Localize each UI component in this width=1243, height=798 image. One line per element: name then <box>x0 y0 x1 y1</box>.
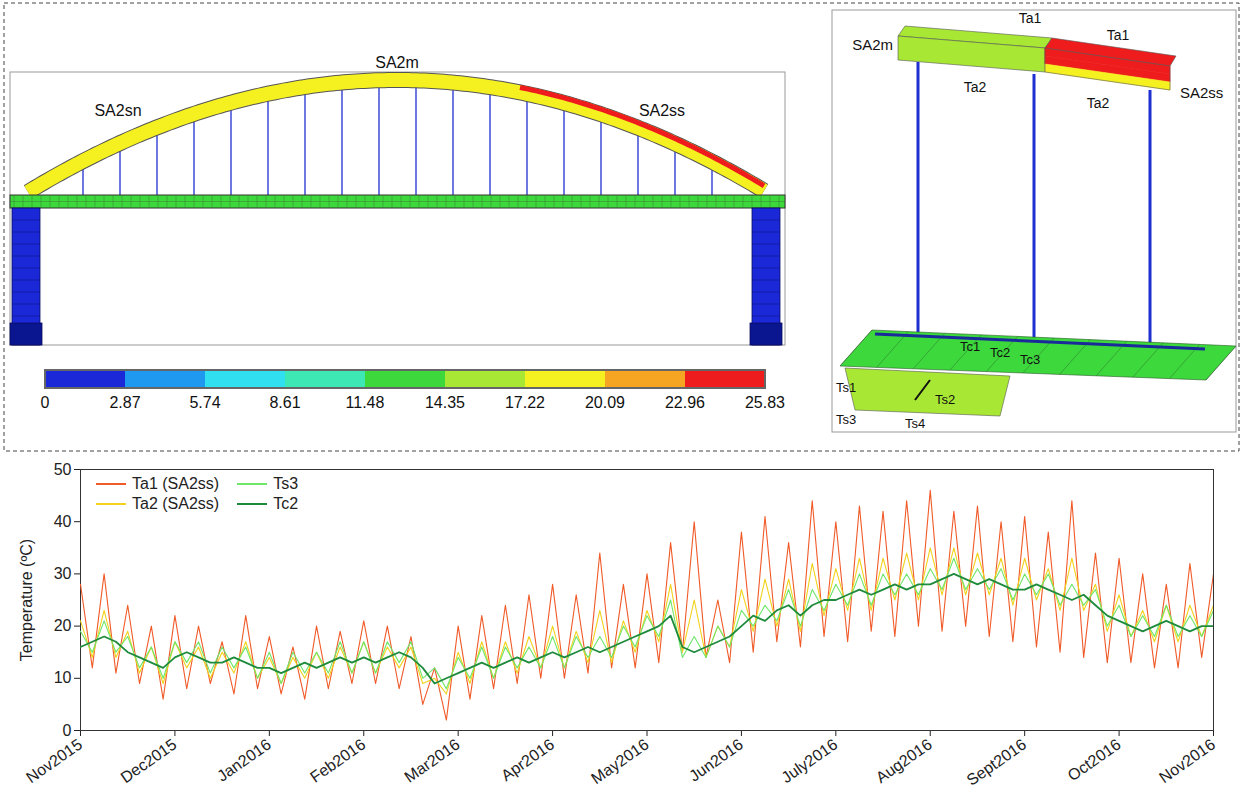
svg-text:Tc1: Tc1 <box>960 339 980 354</box>
svg-text:8.61: 8.61 <box>269 394 300 411</box>
svg-text:5.74: 5.74 <box>189 394 220 411</box>
svg-text:Sept2016: Sept2016 <box>963 735 1029 788</box>
svg-text:2.87: 2.87 <box>109 394 140 411</box>
svg-text:0: 0 <box>63 722 72 739</box>
svg-text:Ta1: Ta1 <box>1019 10 1042 26</box>
svg-text:Ts4: Ts4 <box>905 416 925 431</box>
svg-text:Feb2016: Feb2016 <box>307 735 369 785</box>
svg-text:30: 30 <box>54 565 72 582</box>
svg-text:SA2sn: SA2sn <box>94 102 141 119</box>
svg-text:SA2ss: SA2ss <box>639 102 685 119</box>
svg-text:Nov2015: Nov2015 <box>23 735 85 786</box>
html-text:Ta1 (SA2ss): Ta1 (SA2ss) <box>132 475 220 492</box>
svg-text:SA2ss: SA2ss <box>1180 84 1223 101</box>
svg-text:SA2m: SA2m <box>375 54 419 71</box>
svg-text:10: 10 <box>54 669 72 686</box>
html-text:Ts3: Ts3 <box>273 475 298 492</box>
svg-text:Mar2016: Mar2016 <box>401 735 463 785</box>
svg-text:22.96: 22.96 <box>665 394 705 411</box>
svg-text:11.48: 11.48 <box>346 394 385 411</box>
svg-text:50: 50 <box>54 461 72 478</box>
svg-text:Temperature (ºC): Temperature (ºC) <box>18 539 35 661</box>
svg-text:Aug2016: Aug2016 <box>873 735 935 786</box>
svg-text:25.83: 25.83 <box>745 394 785 411</box>
svg-text:Oct2016: Oct2016 <box>1064 735 1123 784</box>
svg-text:July2016: July2016 <box>778 735 840 786</box>
svg-text:Ts1: Ts1 <box>836 380 856 395</box>
svg-text:20: 20 <box>54 617 72 634</box>
svg-text:Ts3: Ts3 <box>836 412 856 427</box>
html-text:Ta2 (SA2ss): Ta2 (SA2ss) <box>132 495 220 512</box>
svg-text:Nov2016: Nov2016 <box>1156 735 1218 786</box>
svg-text:0: 0 <box>41 394 50 411</box>
svg-text:Tc3: Tc3 <box>1020 352 1040 367</box>
svg-text:Tc2: Tc2 <box>990 345 1010 360</box>
svg-text:Dec2015: Dec2015 <box>117 735 179 786</box>
svg-text:Ta1: Ta1 <box>1107 27 1130 43</box>
svg-text:Jun2016: Jun2016 <box>686 735 746 784</box>
svg-text:Apr2016: Apr2016 <box>498 735 557 784</box>
svg-text:Ta2: Ta2 <box>1087 95 1110 111</box>
svg-text:SA2m: SA2m <box>852 36 893 53</box>
svg-text:20.09: 20.09 <box>585 394 625 411</box>
svg-text:Ts2: Ts2 <box>935 392 955 407</box>
svg-text:17.22: 17.22 <box>505 394 545 411</box>
svg-text:Ta2: Ta2 <box>964 79 987 95</box>
svg-text:40: 40 <box>54 513 72 530</box>
html-text:Tc2: Tc2 <box>273 495 298 512</box>
svg-text:May2016: May2016 <box>588 735 652 787</box>
svg-text:Jan2016: Jan2016 <box>214 735 274 784</box>
svg-text:14.35: 14.35 <box>425 394 465 411</box>
